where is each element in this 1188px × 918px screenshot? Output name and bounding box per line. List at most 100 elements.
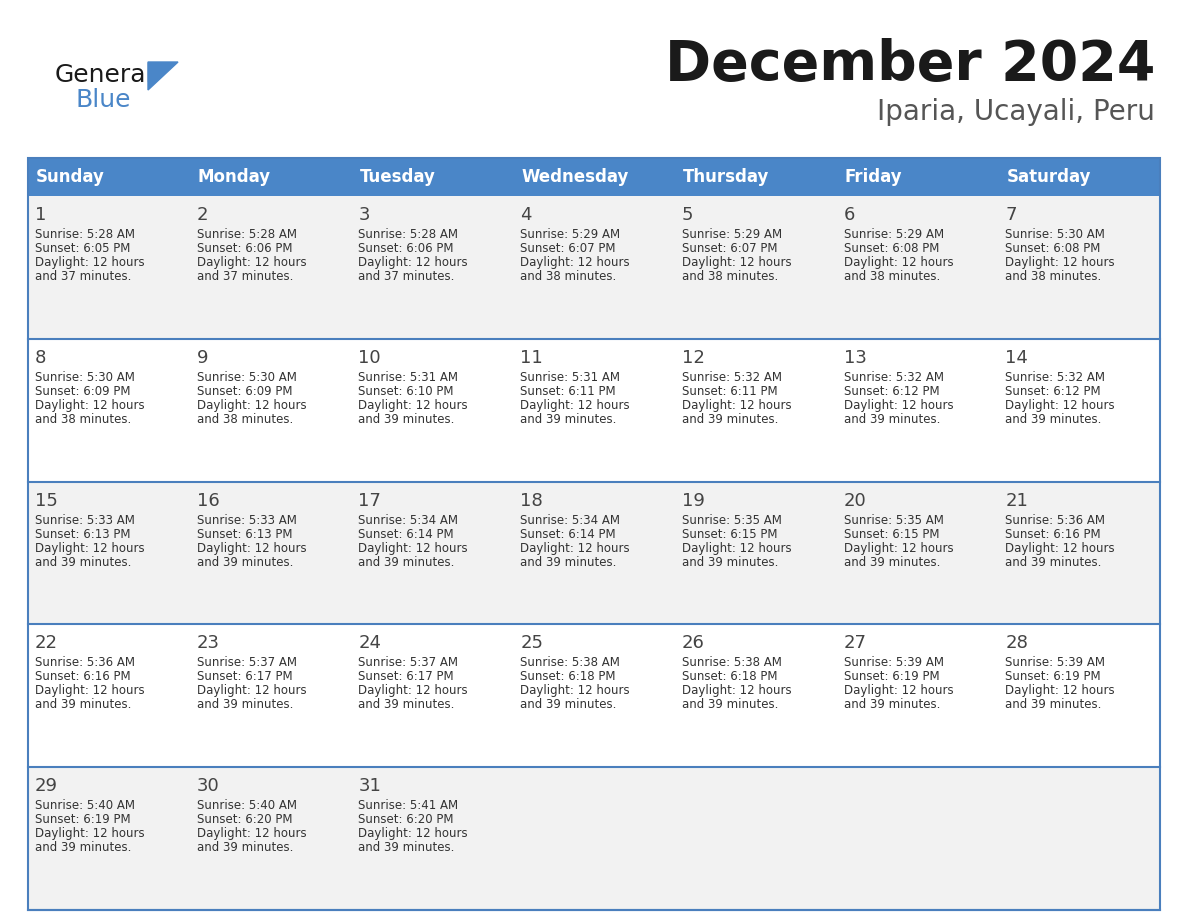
Text: Sunrise: 5:40 AM: Sunrise: 5:40 AM xyxy=(34,800,135,812)
Text: Sunset: 6:16 PM: Sunset: 6:16 PM xyxy=(1005,528,1101,541)
Text: Sunset: 6:07 PM: Sunset: 6:07 PM xyxy=(520,242,615,255)
Text: 3: 3 xyxy=(359,206,369,224)
Text: 1: 1 xyxy=(34,206,46,224)
Text: 28: 28 xyxy=(1005,634,1028,653)
Text: Sunrise: 5:37 AM: Sunrise: 5:37 AM xyxy=(197,656,297,669)
Text: Daylight: 12 hours: Daylight: 12 hours xyxy=(34,827,145,840)
Text: Iparia, Ucayali, Peru: Iparia, Ucayali, Peru xyxy=(877,98,1155,126)
Text: Daylight: 12 hours: Daylight: 12 hours xyxy=(843,256,953,269)
Text: 10: 10 xyxy=(359,349,381,367)
Text: Sunrise: 5:36 AM: Sunrise: 5:36 AM xyxy=(34,656,135,669)
Text: Daylight: 12 hours: Daylight: 12 hours xyxy=(1005,256,1114,269)
Text: 26: 26 xyxy=(682,634,704,653)
Text: Monday: Monday xyxy=(197,168,271,186)
Text: Sunset: 6:14 PM: Sunset: 6:14 PM xyxy=(520,528,615,541)
Text: Sunset: 6:05 PM: Sunset: 6:05 PM xyxy=(34,242,131,255)
Text: and 39 minutes.: and 39 minutes. xyxy=(197,555,293,568)
Text: 6: 6 xyxy=(843,206,855,224)
Text: Sunset: 6:15 PM: Sunset: 6:15 PM xyxy=(843,528,939,541)
Text: and 39 minutes.: and 39 minutes. xyxy=(34,841,132,855)
Text: 31: 31 xyxy=(359,778,381,795)
Text: Daylight: 12 hours: Daylight: 12 hours xyxy=(34,685,145,698)
Text: Daylight: 12 hours: Daylight: 12 hours xyxy=(197,398,307,412)
Text: December 2024: December 2024 xyxy=(664,38,1155,92)
Text: Sunrise: 5:32 AM: Sunrise: 5:32 AM xyxy=(1005,371,1105,384)
Text: Daylight: 12 hours: Daylight: 12 hours xyxy=(359,542,468,554)
Text: Sunset: 6:18 PM: Sunset: 6:18 PM xyxy=(682,670,777,683)
Text: 7: 7 xyxy=(1005,206,1017,224)
Text: Sunrise: 5:31 AM: Sunrise: 5:31 AM xyxy=(520,371,620,384)
Text: Daylight: 12 hours: Daylight: 12 hours xyxy=(197,827,307,840)
Text: Sunrise: 5:28 AM: Sunrise: 5:28 AM xyxy=(34,228,135,241)
Text: Sunrise: 5:31 AM: Sunrise: 5:31 AM xyxy=(359,371,459,384)
Text: Sunrise: 5:34 AM: Sunrise: 5:34 AM xyxy=(520,513,620,527)
Text: General: General xyxy=(55,63,153,87)
Text: Sunset: 6:08 PM: Sunset: 6:08 PM xyxy=(1005,242,1100,255)
Text: 14: 14 xyxy=(1005,349,1028,367)
Text: and 39 minutes.: and 39 minutes. xyxy=(359,413,455,426)
Text: and 39 minutes.: and 39 minutes. xyxy=(197,841,293,855)
Text: 11: 11 xyxy=(520,349,543,367)
Text: Sunrise: 5:39 AM: Sunrise: 5:39 AM xyxy=(1005,656,1105,669)
Text: and 37 minutes.: and 37 minutes. xyxy=(197,270,293,283)
Text: 13: 13 xyxy=(843,349,866,367)
Text: Wednesday: Wednesday xyxy=(522,168,628,186)
Text: Sunrise: 5:32 AM: Sunrise: 5:32 AM xyxy=(843,371,943,384)
Text: and 39 minutes.: and 39 minutes. xyxy=(359,841,455,855)
Text: Sunrise: 5:30 AM: Sunrise: 5:30 AM xyxy=(34,371,135,384)
Text: Daylight: 12 hours: Daylight: 12 hours xyxy=(359,827,468,840)
Text: Daylight: 12 hours: Daylight: 12 hours xyxy=(1005,542,1114,554)
Text: Sunrise: 5:28 AM: Sunrise: 5:28 AM xyxy=(197,228,297,241)
Text: Sunrise: 5:41 AM: Sunrise: 5:41 AM xyxy=(359,800,459,812)
Text: and 37 minutes.: and 37 minutes. xyxy=(34,270,132,283)
Text: Sunset: 6:16 PM: Sunset: 6:16 PM xyxy=(34,670,131,683)
Text: Sunrise: 5:35 AM: Sunrise: 5:35 AM xyxy=(682,513,782,527)
Text: Daylight: 12 hours: Daylight: 12 hours xyxy=(1005,685,1114,698)
Text: 23: 23 xyxy=(197,634,220,653)
Text: 30: 30 xyxy=(197,778,220,795)
Bar xyxy=(29,158,1159,196)
Text: Sunset: 6:13 PM: Sunset: 6:13 PM xyxy=(197,528,292,541)
Text: and 39 minutes.: and 39 minutes. xyxy=(359,555,455,568)
Text: and 39 minutes.: and 39 minutes. xyxy=(1005,699,1101,711)
Text: Daylight: 12 hours: Daylight: 12 hours xyxy=(197,256,307,269)
Text: Sunrise: 5:32 AM: Sunrise: 5:32 AM xyxy=(682,371,782,384)
Text: and 38 minutes.: and 38 minutes. xyxy=(682,270,778,283)
Text: Daylight: 12 hours: Daylight: 12 hours xyxy=(843,398,953,412)
Text: Sunrise: 5:30 AM: Sunrise: 5:30 AM xyxy=(197,371,297,384)
Bar xyxy=(29,196,1159,339)
Text: Sunset: 6:20 PM: Sunset: 6:20 PM xyxy=(359,813,454,826)
Text: Sunrise: 5:40 AM: Sunrise: 5:40 AM xyxy=(197,800,297,812)
Bar xyxy=(29,767,1159,910)
Text: 12: 12 xyxy=(682,349,704,367)
Text: Daylight: 12 hours: Daylight: 12 hours xyxy=(34,256,145,269)
Text: and 38 minutes.: and 38 minutes. xyxy=(1005,270,1101,283)
Text: Daylight: 12 hours: Daylight: 12 hours xyxy=(520,256,630,269)
Text: 5: 5 xyxy=(682,206,694,224)
Text: Daylight: 12 hours: Daylight: 12 hours xyxy=(843,542,953,554)
Text: and 38 minutes.: and 38 minutes. xyxy=(520,270,617,283)
Text: Sunrise: 5:29 AM: Sunrise: 5:29 AM xyxy=(682,228,782,241)
Bar xyxy=(29,624,1159,767)
Text: and 39 minutes.: and 39 minutes. xyxy=(197,699,293,711)
Bar xyxy=(29,158,1159,910)
Text: Daylight: 12 hours: Daylight: 12 hours xyxy=(682,398,791,412)
Text: Sunset: 6:20 PM: Sunset: 6:20 PM xyxy=(197,813,292,826)
Text: Sunset: 6:17 PM: Sunset: 6:17 PM xyxy=(359,670,454,683)
Text: Sunrise: 5:28 AM: Sunrise: 5:28 AM xyxy=(359,228,459,241)
Text: 29: 29 xyxy=(34,778,58,795)
Text: Daylight: 12 hours: Daylight: 12 hours xyxy=(197,685,307,698)
Text: Sunset: 6:11 PM: Sunset: 6:11 PM xyxy=(520,385,615,397)
Text: and 39 minutes.: and 39 minutes. xyxy=(34,699,132,711)
Text: 19: 19 xyxy=(682,492,704,509)
Text: Sunset: 6:14 PM: Sunset: 6:14 PM xyxy=(359,528,454,541)
Text: Sunset: 6:09 PM: Sunset: 6:09 PM xyxy=(197,385,292,397)
Text: Sunrise: 5:34 AM: Sunrise: 5:34 AM xyxy=(359,513,459,527)
Text: Friday: Friday xyxy=(845,168,902,186)
Text: Daylight: 12 hours: Daylight: 12 hours xyxy=(34,398,145,412)
Text: Sunset: 6:17 PM: Sunset: 6:17 PM xyxy=(197,670,292,683)
Text: Daylight: 12 hours: Daylight: 12 hours xyxy=(197,542,307,554)
Text: Saturday: Saturday xyxy=(1006,168,1091,186)
Text: Daylight: 12 hours: Daylight: 12 hours xyxy=(1005,398,1114,412)
Text: 21: 21 xyxy=(1005,492,1028,509)
